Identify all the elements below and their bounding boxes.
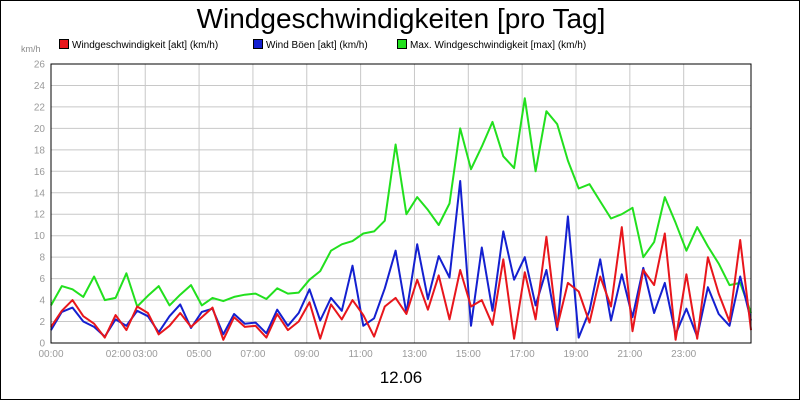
x-tick-label: 00:00 [38,349,63,360]
x-tick-label: 11:00 [348,349,373,360]
legend-item-wind-boeen: Wind Böen [akt] (km/h) [253,39,368,52]
legend-label: Wind Böen [akt] (km/h) [266,40,368,51]
legend-item-windgeschwindigkeit: Windgeschwindigkeit [akt] (km/h) [59,39,218,52]
x-tick-label: 07:00 [240,349,265,360]
x-tick-label: 09:00 [294,349,319,360]
x-axis-date-label: 12.06 [379,368,423,387]
y-tick-label: 24 [34,81,46,92]
series-line-1 [50,180,752,339]
y-tick-label: 26 [34,60,46,71]
y-axis-unit-label: km/h [21,44,41,54]
x-tick-label: 15:00 [456,349,481,360]
x-tick-label: 21:00 [617,349,642,360]
y-tick-label: 18 [34,145,46,156]
plot-border [50,63,752,344]
x-tick-label: 05:00 [187,349,212,360]
y-tick-label: 14 [34,188,46,199]
legend-swatch-green [397,39,407,49]
x-tick-label: 13:00 [402,349,427,360]
y-tick-label: 2 [39,317,45,328]
y-tick-label: 12 [34,210,46,221]
legend-swatch-blue [253,39,263,49]
y-tick-label: 8 [39,253,45,264]
x-tick-label: 19:00 [563,349,588,360]
x-tick-label: 23:00 [671,349,696,360]
y-tick-label: 4 [39,296,45,307]
y-tick-label: 0 [39,339,45,350]
series-line-2 [50,97,752,314]
y-tick-label: 20 [34,124,46,135]
y-tick-label: 10 [34,231,46,242]
chart-title: Windgeschwindigkeiten [pro Tag] [196,3,606,34]
series-line-0 [50,226,752,341]
y-tick-label: 22 [34,102,46,113]
legend-label: Windgeschwindigkeit [akt] (km/h) [72,40,219,51]
plot-background [51,64,751,343]
y-tick-label: 6 [39,274,45,285]
legend-swatch-red [59,39,69,49]
x-tick-label: 17:00 [510,349,535,360]
x-tick-label: 02:00 [106,349,131,360]
legend-item-max-windgeschwindigkeit: Max. Windgeschwindigkeit [max] (km/h) [397,39,586,52]
x-tick-label: 03:00 [133,349,158,360]
legend-label: Max. Windgeschwindigkeit [max] (km/h) [410,40,587,51]
y-tick-label: 16 [34,167,46,178]
